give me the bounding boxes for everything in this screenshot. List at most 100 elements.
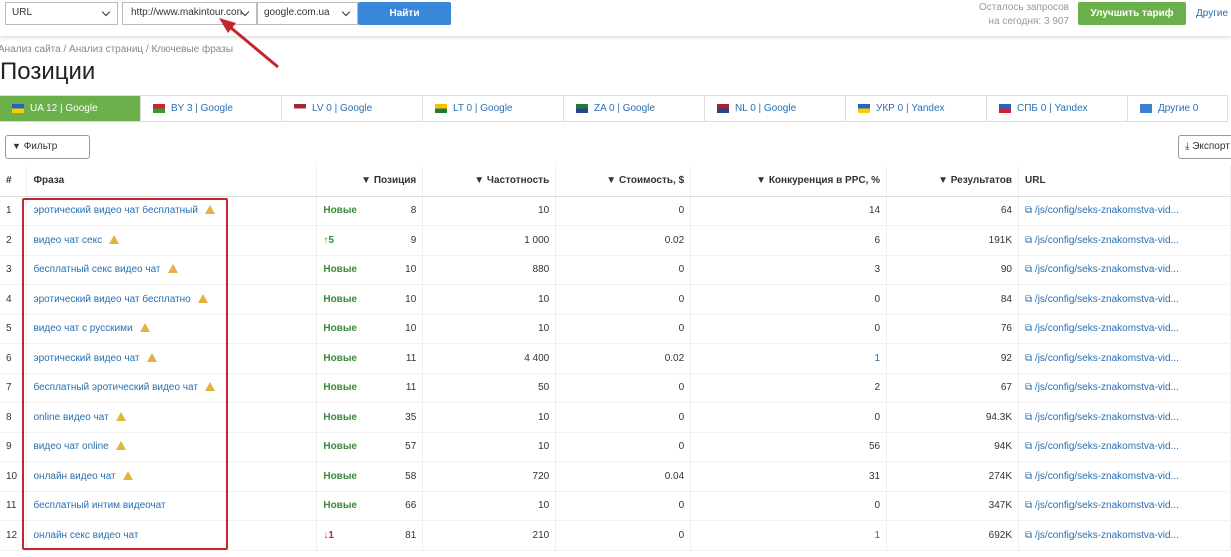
metric-cell: 56: [690, 432, 888, 462]
metric-cell: 90: [886, 255, 1019, 285]
position-change: Новые: [323, 293, 357, 305]
metric-cell: 10: [422, 284, 557, 315]
link-icon: ⧉: [1025, 205, 1035, 217]
position-change: Новые: [323, 411, 357, 423]
position: 8: [410, 205, 417, 217]
position-cell: Новые 57: [316, 432, 424, 462]
flag: [153, 104, 165, 113]
phrase-link[interactable]: видео чат секс: [33, 234, 103, 246]
phrase-link[interactable]: видео чат с русскими: [33, 323, 133, 335]
tab[interactable]: UA 12 | Google: [0, 95, 141, 122]
table-row: 3 бесплатный секс видео чат Новые 10 880 0 3 90…: [0, 255, 1231, 285]
url-cell: ⧉ /js/config/seks-znakomstva-vid...: [1018, 520, 1231, 551]
phrase-link[interactable]: эротический видео чат бесплатно: [33, 293, 191, 305]
metric-cell: 76: [886, 314, 1019, 344]
position-change: Новые: [323, 352, 357, 364]
sort-icon: ▼: [606, 175, 619, 187]
phrase-link[interactable]: эротический видео чат бесплатный: [33, 205, 198, 217]
export-button[interactable]: ⤓ Экспорт: [1178, 135, 1231, 159]
metric-cell: 1: [690, 343, 888, 374]
metric-cell: 67: [886, 373, 1019, 403]
url-link[interactable]: /js/config/seks-znakomstva-vid...: [1034, 264, 1179, 276]
metric-cell: 210: [422, 520, 557, 551]
tab-label: СПБ 0 | Yandex: [1017, 103, 1088, 114]
page-title: Позиции: [0, 58, 96, 85]
filter-button[interactable]: ▼ Фильтр: [5, 135, 90, 159]
tab[interactable]: LT 0 | Google: [423, 95, 564, 122]
phrase-link[interactable]: онлайн видео чат: [33, 470, 116, 482]
url-cell: ⧉ /js/config/seks-znakomstva-vid...: [1018, 196, 1231, 226]
column-label: Результатов: [950, 175, 1012, 187]
position-cell: Новые 10: [316, 255, 424, 285]
url-link[interactable]: /js/config/seks-znakomstva-vid...: [1034, 470, 1179, 482]
quota-line: Осталось запросов: [979, 2, 1069, 13]
phrase-link[interactable]: видео чат online: [33, 441, 109, 453]
url-link[interactable]: /js/config/seks-znakomstva-vid...: [1034, 234, 1179, 246]
phrase-cell: бесплатный интим видеочат: [26, 491, 318, 521]
metric-cell: 0: [555, 491, 692, 521]
position: 9: [410, 234, 417, 246]
metric-cell: 14: [690, 196, 888, 226]
engine-select[interactable]: google.com.ua: [257, 2, 358, 25]
url-link[interactable]: /js/config/seks-znakomstva-vid...: [1034, 529, 1179, 541]
metric-cell: 92: [886, 343, 1019, 374]
tab[interactable]: LV 0 | Google: [282, 95, 423, 122]
tab-label: LV 0 | Google: [312, 103, 373, 114]
other-link[interactable]: Другие: [1196, 8, 1229, 19]
phrase-link[interactable]: бесплатный эротический видео чат: [33, 382, 198, 394]
phrase-link[interactable]: online видео чат: [33, 411, 109, 423]
column-header: ▼ Позиция: [316, 166, 424, 197]
position-cell: Новые 10: [316, 314, 424, 344]
column-header: ▼ Результатов: [886, 166, 1019, 197]
link-icon: ⧉: [1025, 441, 1035, 453]
position: 66: [405, 500, 417, 512]
tab[interactable]: NL 0 | Google: [705, 95, 846, 122]
position-change: ↓1: [323, 529, 334, 541]
metric-cell: 50: [422, 373, 557, 403]
phrase-link[interactable]: бесплатный интим видеочат: [33, 500, 166, 512]
flag: [717, 104, 729, 113]
sort-icon: ▼: [361, 175, 374, 187]
search-button[interactable]: Найти: [358, 2, 451, 25]
metric-cell: 64: [886, 196, 1019, 226]
metric-cell: 274K: [886, 461, 1019, 492]
phrase-cell: эротический видео чат бесплатно: [26, 284, 318, 315]
upgrade-button[interactable]: Улучшить тариф: [1078, 2, 1186, 25]
phrase-cell: видео чат с русскими: [26, 314, 318, 344]
url-link[interactable]: /js/config/seks-znakomstva-vid...: [1034, 411, 1179, 423]
metric-cell: 0.02: [555, 225, 692, 256]
warning-icon: [146, 352, 157, 362]
url-link[interactable]: /js/config/seks-znakomstva-vid...: [1034, 500, 1179, 512]
position: 57: [405, 441, 417, 453]
warning-icon: [204, 382, 215, 392]
position: 10: [405, 293, 417, 305]
tab[interactable]: Другие 0: [1128, 95, 1228, 122]
url-link[interactable]: /js/config/seks-znakomstva-vid...: [1034, 352, 1179, 364]
column-label: Конкуренция в PPC, %: [768, 175, 881, 187]
metric-cell: 2: [690, 373, 888, 403]
url-link[interactable]: /js/config/seks-znakomstva-vid...: [1034, 323, 1179, 335]
link-icon: ⧉: [1025, 411, 1035, 423]
metric-cell: 0: [555, 314, 692, 344]
column-header: ▼ Частотность: [422, 166, 557, 197]
url-select[interactable]: URL: [5, 2, 118, 25]
tab[interactable]: ZA 0 | Google: [564, 95, 705, 122]
phrase-link[interactable]: бесплатный секс видео чат: [33, 264, 161, 276]
metric-cell: 4 400: [422, 343, 557, 374]
phrase-link[interactable]: эротический видео чат: [33, 352, 140, 364]
tab[interactable]: УКР 0 | Yandex: [846, 95, 987, 122]
tab[interactable]: BY 3 | Google: [141, 95, 282, 122]
tab-label: BY 3 | Google: [171, 103, 233, 114]
url-link[interactable]: /js/config/seks-znakomstva-vid...: [1034, 382, 1179, 394]
url-link[interactable]: /js/config/seks-znakomstva-vid...: [1034, 205, 1179, 217]
tab[interactable]: СПБ 0 | Yandex: [987, 95, 1128, 122]
phrase-cell: бесплатный секс видео чат: [26, 255, 318, 285]
phrase-link[interactable]: онлайн секс видео чат: [33, 529, 139, 541]
metric-cell: 94K: [886, 432, 1019, 462]
metric-cell: 0: [555, 196, 692, 226]
position-cell: ↑5 9: [316, 225, 424, 256]
metric-cell: 0.02: [555, 343, 692, 374]
url-link[interactable]: /js/config/seks-znakomstva-vid...: [1034, 293, 1179, 305]
url-cell: ⧉ /js/config/seks-znakomstva-vid...: [1018, 432, 1231, 462]
url-link[interactable]: /js/config/seks-znakomstva-vid...: [1034, 441, 1179, 453]
